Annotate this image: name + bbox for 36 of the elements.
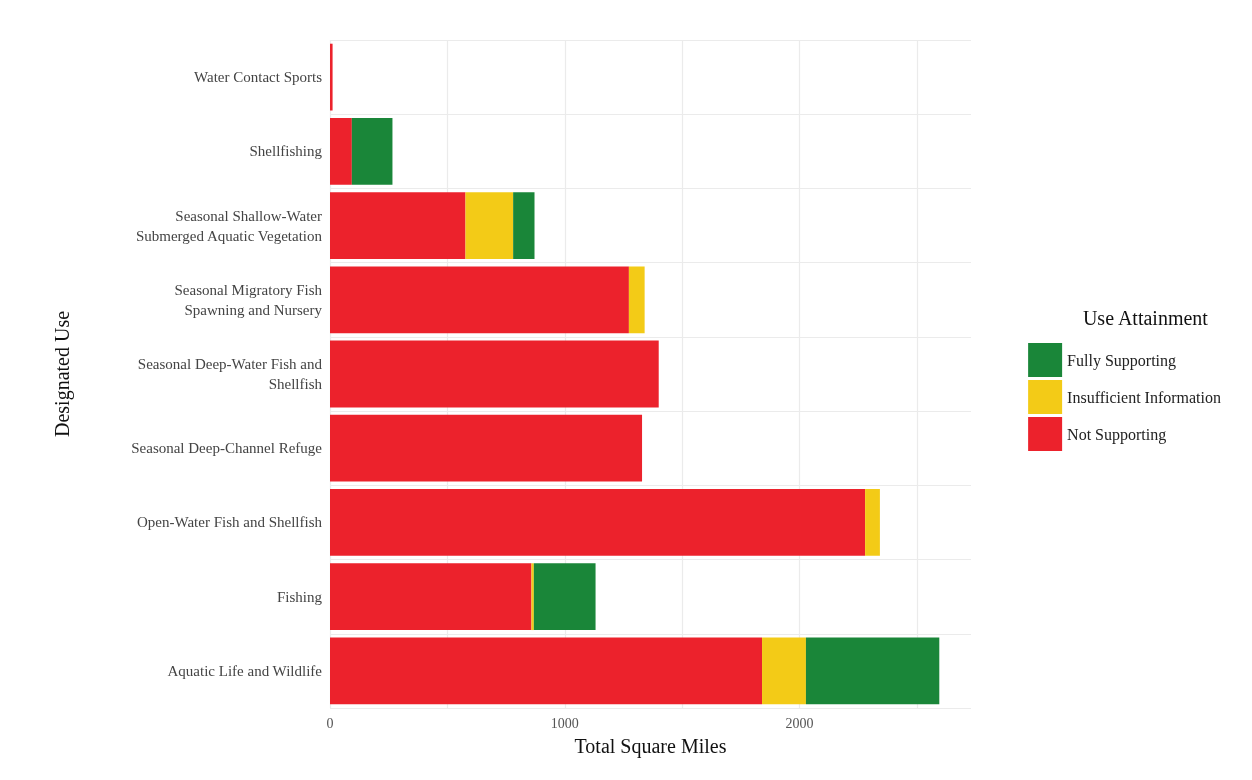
y-tick-label: Open-Water Fish and Shellfish	[136, 514, 323, 531]
bar	[330, 489, 866, 556]
bar	[513, 192, 535, 259]
bar	[465, 192, 514, 259]
bar	[805, 637, 940, 705]
bar	[628, 266, 645, 334]
y-tick-label: Seasonal Migratory Fish Spawning and Nursery	[174, 281, 323, 318]
bar	[330, 266, 629, 334]
y-tick-label: Fishing	[276, 588, 323, 605]
bar	[533, 563, 596, 631]
bar	[330, 414, 643, 482]
legend-label: Fully Supporting	[1067, 351, 1177, 370]
bar	[330, 637, 763, 705]
x-tick-label: 1000	[550, 715, 579, 731]
bar	[531, 563, 534, 631]
y-tick-label: Shellfishing	[249, 143, 323, 160]
x-tick-label: 2000	[785, 715, 814, 731]
bar	[351, 117, 393, 185]
bar	[865, 489, 880, 556]
y-tick-label: Seasonal Deep-Channel Refuge	[131, 440, 323, 457]
bar	[330, 563, 532, 631]
x-axis-title: Total Square Miles	[574, 735, 727, 758]
legend-label: Insufficient Information	[1067, 388, 1222, 406]
y-tick-label: Water Contact Sports	[194, 69, 323, 86]
y-axis-title: Designated Use	[51, 310, 74, 438]
bar	[762, 637, 806, 705]
legend-label: Not Supporting	[1067, 425, 1167, 444]
bar	[330, 340, 659, 408]
bar	[330, 192, 466, 259]
legend-title: Use Attainment	[1082, 307, 1209, 329]
y-tick-label: Aquatic Life and Wildlife	[167, 662, 323, 679]
y-tick-label: Seasonal Deep-Water Fish and Shellfish	[137, 356, 323, 392]
bar	[330, 117, 352, 185]
y-tick-label: Seasonal Shallow-Water Submerged Aquatic Vegetation	[135, 207, 323, 244]
bar	[330, 43, 333, 111]
x-tick-label: 0	[326, 715, 334, 731]
